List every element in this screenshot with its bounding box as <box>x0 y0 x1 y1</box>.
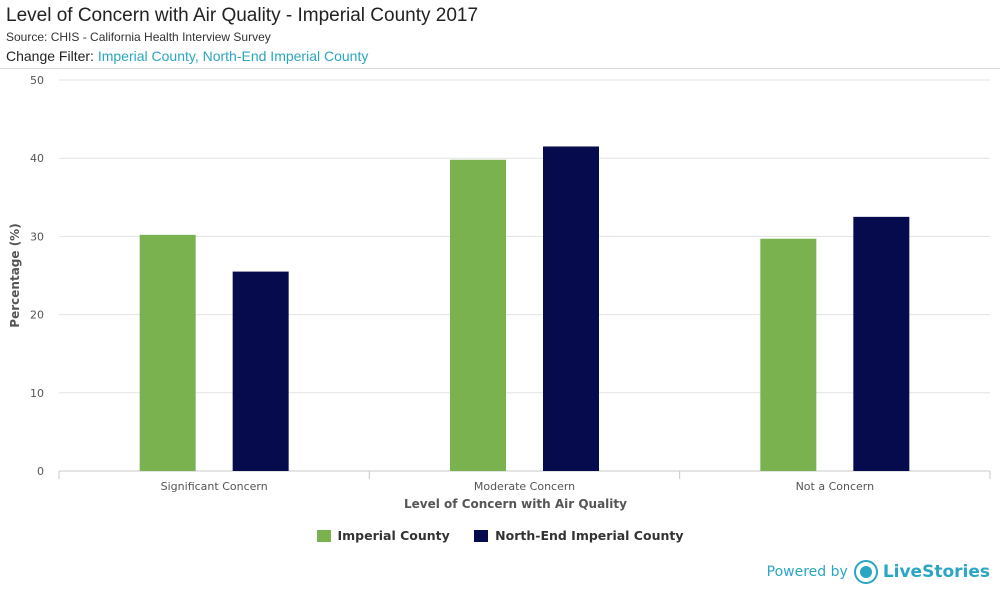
legend-swatch-north-end-imperial-county <box>474 529 489 542</box>
x-tick-label: Moderate Concern <box>474 480 575 493</box>
filter-label: Change Filter: <box>6 48 94 64</box>
legend-item-imperial-county[interactable]: Imperial County <box>316 528 450 543</box>
livestories-logo-icon <box>853 560 878 584</box>
legend-item-north-end-imperial-county[interactable]: North-End Imperial County <box>474 528 684 543</box>
powered-by-livestories[interactable]: Powered by LiveStories <box>767 560 990 584</box>
bar[interactable] <box>232 271 289 471</box>
bar[interactable] <box>853 216 910 471</box>
header-divider <box>0 68 1000 69</box>
source-text: Source: CHIS - California Health Intervi… <box>6 30 271 44</box>
y-tick-label: 20 <box>30 309 44 322</box>
legend: Imperial County North-End Imperial Count… <box>0 528 1000 545</box>
x-axis-title: Level of Concern with Air Quality <box>404 497 627 511</box>
y-tick-label: 40 <box>30 152 44 165</box>
x-tick-label: Not a Concern <box>796 480 875 493</box>
bar[interactable] <box>450 159 506 471</box>
filter-row: Change Filter: Imperial County, North-En… <box>6 47 996 65</box>
bar[interactable] <box>543 146 599 471</box>
chart-header: Level of Concern with Air Quality - Impe… <box>6 4 996 65</box>
legend-swatch-imperial-county <box>316 529 331 542</box>
legend-label-north-end-imperial-county: North-End Imperial County <box>495 528 684 543</box>
chart-title: Level of Concern with Air Quality - Impe… <box>6 5 479 26</box>
x-tick-label: Significant Concern <box>161 480 268 493</box>
legend-label-imperial-county: Imperial County <box>337 528 450 543</box>
bar-chart: 0 10 20 30 40 50 Significant Concern Moderate C… <box>8 74 991 511</box>
y-tick-label: 30 <box>30 230 44 243</box>
y-axis-title: Percentage (%) <box>8 223 22 327</box>
brand-name: LiveStories <box>882 562 990 582</box>
y-tick-label: 10 <box>30 387 44 400</box>
powered-by-label: Powered by <box>766 564 848 580</box>
y-tick-label: 0 <box>37 465 44 478</box>
bar[interactable] <box>139 234 196 471</box>
filter-link[interactable]: Imperial County, North-End Imperial Coun… <box>97 48 369 64</box>
y-tick-label: 50 <box>30 74 44 87</box>
bar[interactable] <box>760 238 817 471</box>
